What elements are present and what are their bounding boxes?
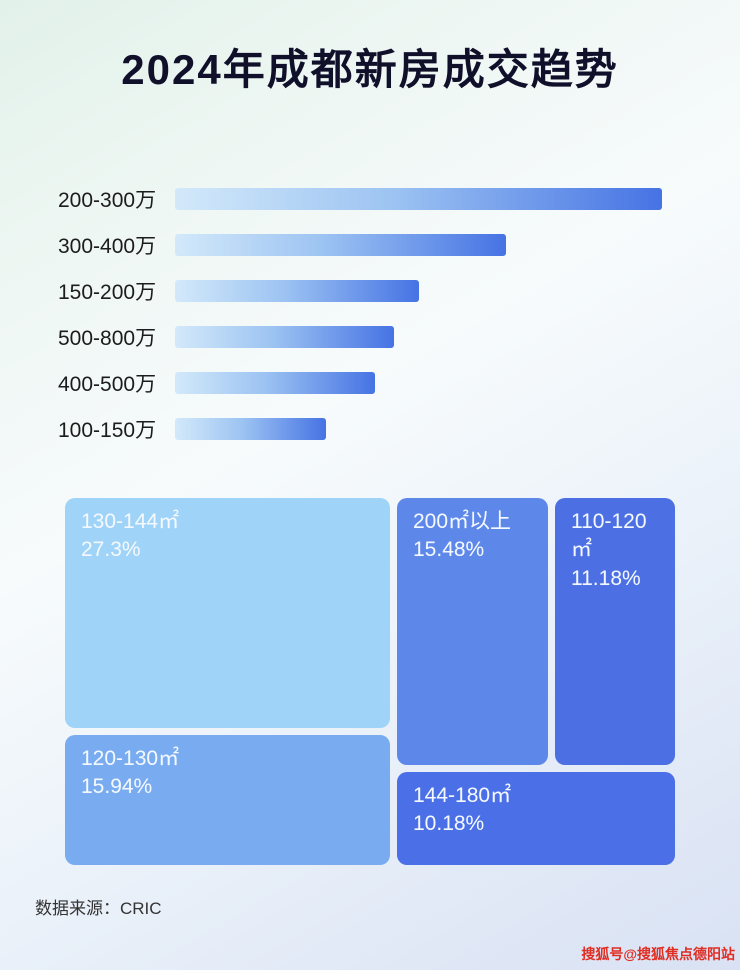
bar-row: 200-300万 bbox=[58, 185, 662, 213]
bar-row: 500-800万 bbox=[58, 323, 662, 351]
bar-track bbox=[175, 326, 662, 348]
bar-fill bbox=[175, 234, 507, 256]
treemap-block-value: 11.18% bbox=[571, 566, 641, 590]
bar-track bbox=[175, 234, 662, 256]
treemap-block: 120-130㎡ 15.94% bbox=[65, 735, 390, 865]
bar-row: 300-400万 bbox=[58, 231, 662, 259]
treemap-block-value: 27.3% bbox=[81, 538, 141, 562]
treemap-block-label: 130-144㎡ bbox=[81, 510, 180, 533]
bar-fill bbox=[175, 326, 395, 348]
bar-label: 200-300万 bbox=[58, 189, 157, 212]
treemap-block-label: 110-120㎡ bbox=[571, 510, 647, 562]
treemap-block-value: 15.94% bbox=[81, 775, 153, 799]
bar-fill bbox=[175, 372, 375, 394]
treemap-block: 200㎡以上 15.48% bbox=[397, 498, 548, 765]
bar-label: 500-800万 bbox=[58, 327, 157, 350]
bar-fill bbox=[175, 418, 326, 440]
area-share-treemap: 130-144㎡ 27.3% 200㎡以上 15.48% 110-120㎡ 11… bbox=[65, 498, 675, 865]
watermark: 搜狐号@搜狐焦点德阳站 bbox=[581, 946, 735, 962]
bar-track bbox=[175, 280, 662, 302]
bar-track bbox=[175, 372, 662, 394]
treemap-block: 144-180㎡ 10.18% bbox=[397, 772, 675, 865]
treemap-block-label: 200㎡以上 bbox=[413, 510, 512, 533]
bar-label: 100-150万 bbox=[58, 419, 157, 442]
bar-label: 400-500万 bbox=[58, 373, 157, 396]
bar-row: 100-150万 bbox=[58, 415, 662, 443]
treemap-block-value: 10.18% bbox=[413, 812, 485, 836]
bar-row: 150-200万 bbox=[58, 277, 662, 305]
treemap-block: 110-120㎡ 11.18% bbox=[555, 498, 675, 765]
bar-fill bbox=[175, 188, 662, 210]
treemap-block-label: 120-130㎡ bbox=[81, 747, 180, 770]
bar-label: 150-200万 bbox=[58, 281, 157, 304]
bar-fill bbox=[175, 280, 419, 302]
page-title: 2024年成都新房成交趋势 bbox=[121, 46, 619, 93]
bar-track bbox=[175, 418, 662, 440]
treemap-block-value: 15.48% bbox=[413, 538, 485, 562]
bar-label: 300-400万 bbox=[58, 235, 157, 258]
bar-row: 400-500万 bbox=[58, 369, 662, 397]
treemap-block-label: 144-180㎡ bbox=[413, 784, 512, 807]
bar-track bbox=[175, 188, 662, 210]
data-source-label: 数据来源：CRIC bbox=[35, 899, 162, 918]
treemap-block: 130-144㎡ 27.3% bbox=[65, 498, 390, 728]
price-range-bar-chart: 200-300万 300-400万 150-200万 500-800万 400- bbox=[58, 185, 662, 461]
